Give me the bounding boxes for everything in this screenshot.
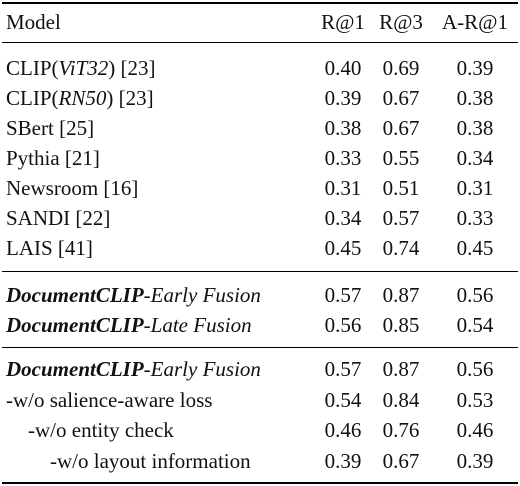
r1-value: 0.56 bbox=[324, 313, 362, 337]
r3-value: 0.69 bbox=[382, 56, 420, 80]
r1-value: 0.46 bbox=[324, 418, 362, 442]
model-name: -w/o layout information bbox=[50, 449, 251, 473]
model-name: DocumentCLIP-Late Fusion bbox=[6, 313, 252, 337]
header-model: Model bbox=[6, 10, 61, 34]
model-name: CLIP(ViT32) [23] bbox=[6, 56, 156, 80]
bottom-rule bbox=[2, 482, 518, 484]
model-name: -w/o entity check bbox=[28, 418, 174, 442]
model-name: SANDI [22] bbox=[6, 206, 111, 230]
ar1-value: 0.56 bbox=[456, 357, 494, 381]
table-row: -w/o layout information 0.39 0.67 0.39 bbox=[0, 446, 520, 476]
r1-value: 0.33 bbox=[324, 146, 362, 170]
ar1-value: 0.38 bbox=[456, 86, 494, 110]
group-rule bbox=[2, 271, 518, 272]
r1-value: 0.40 bbox=[324, 56, 362, 80]
r3-value: 0.87 bbox=[382, 357, 420, 381]
ar1-value: 0.33 bbox=[456, 206, 494, 230]
r3-value: 0.55 bbox=[382, 146, 420, 170]
table-row: -w/o salience-aware loss 0.54 0.84 0.53 bbox=[0, 385, 520, 415]
table-row: LAIS [41] 0.45 0.74 0.45 bbox=[0, 233, 520, 263]
ar1-value: 0.45 bbox=[456, 236, 494, 260]
header-ar1: A-R@1 bbox=[441, 10, 508, 34]
r1-value: 0.39 bbox=[324, 86, 362, 110]
r1-value: 0.34 bbox=[324, 206, 362, 230]
table-row: DocumentCLIP-Early Fusion 0.57 0.87 0.56 bbox=[0, 280, 520, 310]
model-name: LAIS [41] bbox=[6, 236, 93, 260]
table-row: SANDI [22] 0.34 0.57 0.33 bbox=[0, 203, 520, 233]
table-row: SBert [25] 0.38 0.67 0.38 bbox=[0, 113, 520, 143]
r3-value: 0.67 bbox=[382, 116, 420, 140]
r1-value: 0.31 bbox=[324, 176, 362, 200]
r3-value: 0.85 bbox=[382, 313, 420, 337]
r3-value: 0.87 bbox=[382, 283, 420, 307]
ar1-value: 0.46 bbox=[456, 418, 494, 442]
r3-value: 0.74 bbox=[382, 236, 420, 260]
model-name: SBert [25] bbox=[6, 116, 95, 140]
header-rule bbox=[2, 42, 518, 43]
table-row: DocumentCLIP-Late Fusion 0.56 0.85 0.54 bbox=[0, 310, 520, 340]
table-row: CLIP(ViT32) [23] 0.40 0.69 0.39 bbox=[0, 53, 520, 83]
ar1-value: 0.34 bbox=[456, 146, 494, 170]
r1-value: 0.57 bbox=[324, 283, 362, 307]
r3-value: 0.51 bbox=[382, 176, 420, 200]
model-name: CLIP(RN50) [23] bbox=[6, 86, 154, 110]
ar1-value: 0.54 bbox=[456, 313, 494, 337]
r1-value: 0.39 bbox=[324, 449, 362, 473]
model-name: DocumentCLIP-Early Fusion bbox=[6, 283, 261, 307]
r1-value: 0.45 bbox=[324, 236, 362, 260]
r3-value: 0.67 bbox=[382, 86, 420, 110]
header-r1: R@1 bbox=[321, 10, 365, 34]
r3-value: 0.67 bbox=[382, 449, 420, 473]
group-rule bbox=[2, 347, 518, 348]
ar1-value: 0.38 bbox=[456, 116, 494, 140]
r1-value: 0.57 bbox=[324, 357, 362, 381]
table-row: Newsroom [16] 0.31 0.51 0.31 bbox=[0, 173, 520, 203]
ar1-value: 0.31 bbox=[456, 176, 494, 200]
r3-value: 0.57 bbox=[382, 206, 420, 230]
table-row: -w/o entity check 0.46 0.76 0.46 bbox=[0, 415, 520, 445]
r1-value: 0.54 bbox=[324, 388, 362, 412]
r1-value: 0.38 bbox=[324, 116, 362, 140]
ar1-value: 0.39 bbox=[456, 449, 494, 473]
header-r3: R@3 bbox=[379, 10, 423, 34]
model-name: Newsroom [16] bbox=[6, 176, 139, 200]
r3-value: 0.84 bbox=[382, 388, 420, 412]
header-row: Model R@1 R@3 A-R@1 bbox=[0, 7, 520, 37]
model-name: DocumentCLIP-Early Fusion bbox=[6, 357, 261, 381]
model-name: Pythia [21] bbox=[6, 146, 100, 170]
ar1-value: 0.56 bbox=[456, 283, 494, 307]
table-row: CLIP(RN50) [23] 0.39 0.67 0.38 bbox=[0, 83, 520, 113]
ar1-value: 0.53 bbox=[456, 388, 494, 412]
ar1-value: 0.39 bbox=[456, 56, 494, 80]
r3-value: 0.76 bbox=[382, 418, 420, 442]
table-row: Pythia [21] 0.33 0.55 0.34 bbox=[0, 143, 520, 173]
table-row: DocumentCLIP-Early Fusion 0.57 0.87 0.56 bbox=[0, 354, 520, 384]
top-rule bbox=[2, 2, 518, 4]
model-name: -w/o salience-aware loss bbox=[6, 388, 213, 412]
